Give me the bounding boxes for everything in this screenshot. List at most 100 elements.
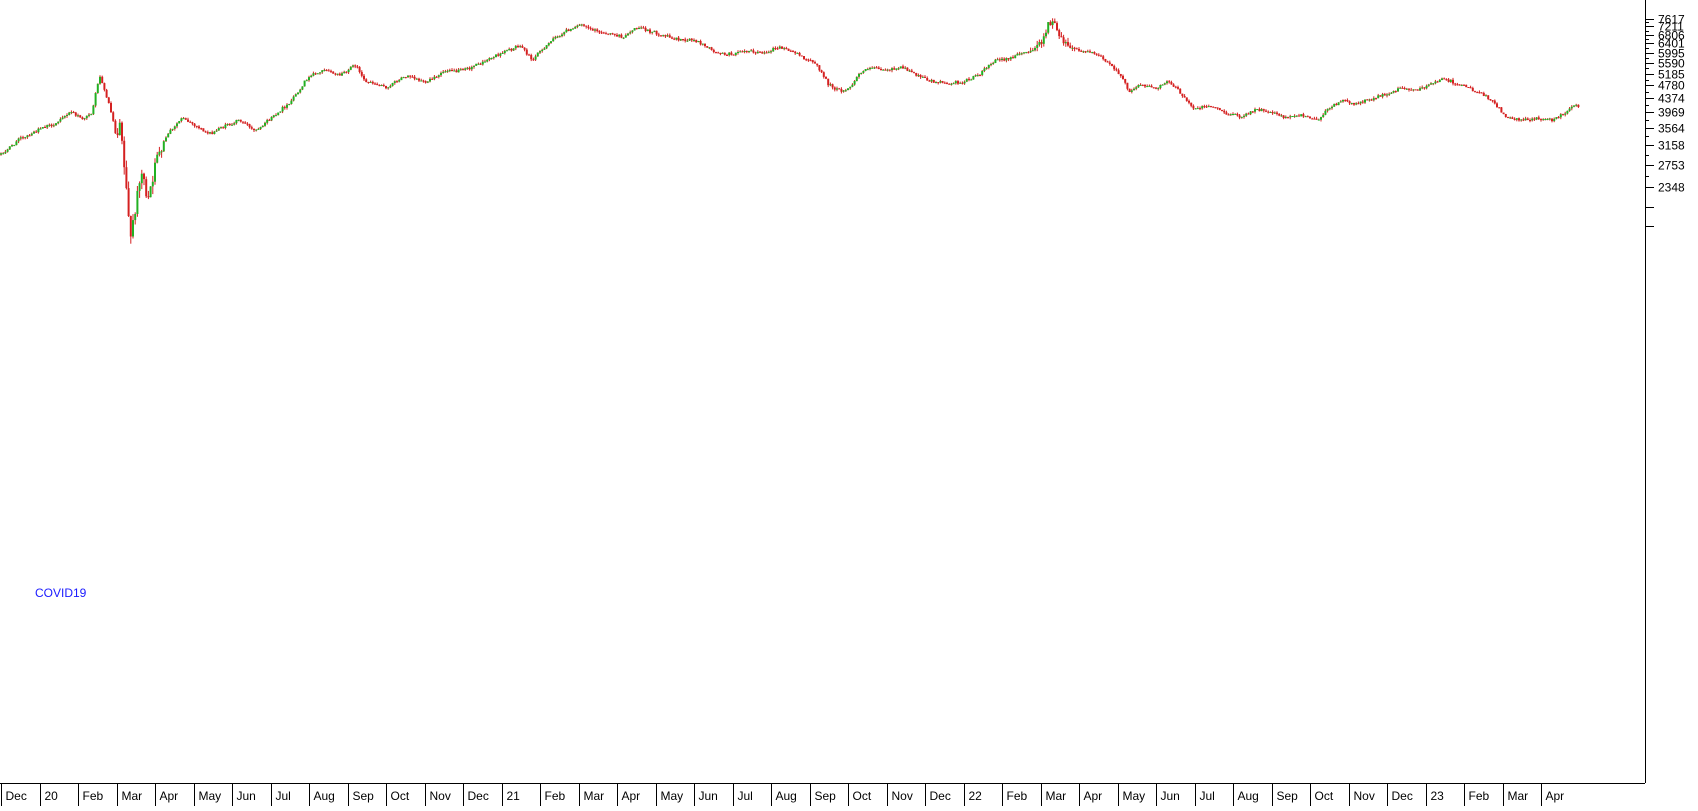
candle-body-up [437,75,440,77]
candle-body-up [844,90,847,92]
y-tick-label: 6401 [1658,37,1685,51]
candle-body-down [924,76,926,78]
candle-body-down [1491,100,1494,102]
candle-body-down [1423,87,1426,89]
candle-body-up [224,124,227,128]
candle-body-up [1553,118,1556,122]
candle-body-down [1361,101,1364,103]
candle-body-down [809,60,812,62]
candle-body-up [140,173,143,184]
candle-body-up [1544,119,1547,121]
candle-body-up [1086,51,1089,53]
candle-body-down [211,132,214,134]
candle-body-up [1515,118,1518,120]
candle-body-down [583,24,585,26]
x-tick-label: Jun [237,789,256,803]
candle-body-down [607,33,610,35]
candle-body-up [1535,117,1538,120]
candle-body-down [884,69,887,71]
candle-body-down [726,54,728,56]
candle-body-up [1509,117,1512,119]
candle-body-down [356,66,359,68]
x-tick-label: Mar [584,789,605,803]
candle-body-up [167,133,170,138]
candle-body-down [776,48,779,50]
candle-body-down [409,75,412,77]
candle-body-up [686,40,689,42]
x-tick-label: Sep [353,789,375,803]
candle-body-up [1016,53,1019,56]
candle-body-down [1111,64,1113,66]
candle-body-up [1148,85,1151,87]
x-tick-label: Dec [6,789,27,803]
x-tick-label: Jun [1161,789,1180,803]
candle-body-up [407,75,409,78]
candle-body-up [541,49,544,52]
candle-body-up [433,76,436,80]
candle-body-down [228,124,231,126]
candle-body-down [1306,116,1309,118]
candle-body-up [323,69,326,71]
candle-body-down [1502,112,1505,115]
candle-body-down [1236,113,1239,116]
candle-body-up [858,73,860,77]
candle-body-down [1003,58,1006,61]
x-tick-label: Feb [545,789,566,803]
candle-body-up [1350,103,1353,104]
candle-body-down [345,71,348,73]
candle-body-down [732,54,735,56]
candle-body-down [840,89,843,92]
candle-body-up [767,51,770,53]
candle-body-up [651,31,654,33]
candle-body-up [475,63,478,66]
candle-body-up [1194,108,1197,110]
candle-body-down [431,78,434,80]
candle-body-up [466,67,469,69]
candle-body-up [576,25,579,27]
candle-body-down [1073,47,1076,49]
candle-body-down [1353,103,1355,105]
candle-body-up [990,64,992,66]
candle-body-up [1372,98,1375,101]
candle-body-down [424,81,427,83]
candle-body-down [396,81,398,83]
candle-body-down [1577,104,1580,107]
candle-body-down [1102,56,1105,60]
candle-body-down [1097,54,1100,56]
candle-body-up [288,104,291,105]
candle-body-up [624,35,627,38]
candle-body-up [954,81,957,84]
candle-body-up [563,32,566,35]
candle-body-down [125,167,128,189]
candle-body-down [682,39,684,40]
candle-body-down [1309,116,1311,119]
candle-body-down [664,35,667,37]
candle-body-down [413,76,416,79]
candle-body-down [376,83,379,86]
candle-body-up [860,73,863,74]
candle-body-up [1023,52,1025,54]
candle-body-up [959,82,962,84]
candle-body-up [1256,109,1259,111]
candle-body-down [1216,107,1219,109]
candle-body-down [1040,42,1043,44]
candle-body-up [352,65,354,67]
candle-body-up [33,131,35,134]
candle-body-down [1199,108,1201,110]
candle-body-down [239,119,242,122]
candle-body-up [400,77,403,81]
candle-body-up [77,115,79,117]
candle-body-up [569,29,572,31]
candle-body-up [24,137,27,139]
x-tick-label: Mar [1046,789,1067,803]
candle-body-up [737,52,739,53]
candle-body-down [1181,93,1184,96]
candle-body-down [528,54,530,56]
covid19-annotation: COVID19 [35,586,87,600]
candle-body-up [1137,85,1140,88]
x-tick-label: Dec [1392,789,1413,803]
candle-body-up [1234,113,1237,115]
candle-body-down [671,37,673,39]
candle-body-down [957,81,959,84]
candle-body-down [807,59,810,61]
